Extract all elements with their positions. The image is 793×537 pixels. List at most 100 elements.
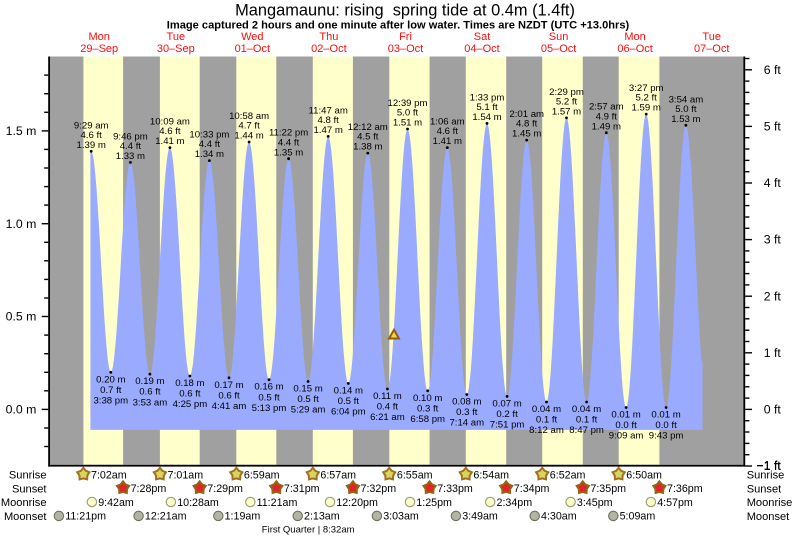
svg-text:1.51 m: 1.51 m bbox=[393, 118, 422, 129]
svg-text:4.8 ft: 4.8 ft bbox=[318, 115, 340, 126]
svg-text:Tue: Tue bbox=[167, 31, 186, 43]
svg-text:0.0 ft: 0.0 ft bbox=[615, 420, 637, 431]
svg-text:Moonrise: Moonrise bbox=[747, 497, 793, 509]
svg-text:2 ft: 2 ft bbox=[764, 289, 782, 303]
svg-text:1.41 m: 1.41 m bbox=[433, 136, 462, 147]
svg-text:0 ft: 0 ft bbox=[764, 403, 782, 417]
svg-text:7:33pm: 7:33pm bbox=[437, 483, 473, 495]
svg-text:−1 ft: −1 ft bbox=[756, 459, 781, 473]
svg-text:1.35 m: 1.35 m bbox=[274, 147, 303, 158]
svg-text:6:57am: 6:57am bbox=[320, 470, 356, 482]
svg-text:4.5 ft: 4.5 ft bbox=[357, 132, 379, 143]
svg-text:0.08 m: 0.08 m bbox=[452, 397, 481, 408]
svg-text:2:01 am: 2:01 am bbox=[509, 109, 544, 120]
svg-text:0.1 ft: 0.1 ft bbox=[536, 415, 558, 426]
svg-text:7:29pm: 7:29pm bbox=[207, 483, 243, 495]
svg-text:7:14 am: 7:14 am bbox=[449, 418, 484, 429]
svg-text:0.5 ft: 0.5 ft bbox=[297, 394, 319, 405]
svg-text:0.01 m: 0.01 m bbox=[611, 410, 640, 421]
svg-text:6:58 pm: 6:58 pm bbox=[410, 414, 445, 425]
svg-text:7:28pm: 7:28pm bbox=[131, 483, 167, 495]
svg-text:0.16 m: 0.16 m bbox=[254, 382, 283, 393]
svg-text:11:21am: 11:21am bbox=[257, 497, 298, 509]
svg-text:5:13 pm: 5:13 pm bbox=[252, 403, 287, 414]
svg-text:6:59am: 6:59am bbox=[244, 470, 280, 482]
svg-text:Moonrise: Moonrise bbox=[1, 497, 47, 509]
svg-text:4.7 ft: 4.7 ft bbox=[238, 121, 260, 132]
svg-text:0.18 m: 0.18 m bbox=[175, 378, 204, 389]
svg-text:6:52am: 6:52am bbox=[550, 470, 586, 482]
svg-text:4:30am: 4:30am bbox=[541, 511, 577, 523]
svg-text:0.0 m: 0.0 m bbox=[6, 403, 37, 417]
svg-text:05–Oct: 05–Oct bbox=[541, 43, 576, 55]
svg-text:29–Sep: 29–Sep bbox=[80, 43, 118, 55]
svg-text:07–Oct: 07–Oct bbox=[694, 43, 729, 55]
svg-text:0.07 m: 0.07 m bbox=[492, 398, 521, 409]
svg-text:1:06 am: 1:06 am bbox=[430, 117, 465, 128]
svg-text:4:25 pm: 4:25 pm bbox=[173, 399, 208, 410]
svg-text:Sunset: Sunset bbox=[747, 483, 782, 495]
svg-text:0.5 ft: 0.5 ft bbox=[258, 392, 280, 403]
svg-text:5.2 ft: 5.2 ft bbox=[636, 93, 658, 104]
svg-text:Mon: Mon bbox=[624, 31, 645, 43]
svg-text:4 ft: 4 ft bbox=[764, 176, 782, 190]
svg-text:12:21am: 12:21am bbox=[145, 511, 187, 523]
svg-text:1.34 m: 1.34 m bbox=[195, 149, 224, 160]
svg-text:Sunrise: Sunrise bbox=[747, 470, 785, 482]
svg-text:01–Oct: 01–Oct bbox=[235, 43, 270, 55]
svg-text:7:31pm: 7:31pm bbox=[284, 483, 320, 495]
svg-text:10:33 pm: 10:33 pm bbox=[189, 130, 229, 141]
svg-text:Moonset: Moonset bbox=[747, 511, 790, 523]
svg-text:0.6 ft: 0.6 ft bbox=[218, 390, 240, 401]
svg-text:7:51 pm: 7:51 pm bbox=[490, 420, 525, 431]
svg-text:0.2 ft: 0.2 ft bbox=[496, 409, 518, 420]
svg-text:9:46 pm: 9:46 pm bbox=[113, 131, 148, 142]
svg-text:4.4 ft: 4.4 ft bbox=[278, 137, 300, 148]
svg-text:0.14 m: 0.14 m bbox=[334, 385, 363, 396]
svg-text:0.17 m: 0.17 m bbox=[214, 380, 243, 391]
svg-text:8:47 pm: 8:47 pm bbox=[569, 425, 604, 436]
svg-text:0.3 ft: 0.3 ft bbox=[417, 403, 439, 414]
svg-text:−1 ft: −1 ft bbox=[757, 459, 782, 473]
svg-text:5:09am: 5:09am bbox=[620, 511, 656, 523]
svg-text:0.10 m: 0.10 m bbox=[413, 393, 442, 404]
svg-text:5:29 am: 5:29 am bbox=[291, 405, 326, 416]
svg-text:1.39 m: 1.39 m bbox=[77, 140, 106, 151]
svg-text:0.6 ft: 0.6 ft bbox=[139, 387, 161, 398]
svg-text:9:09 am: 9:09 am bbox=[609, 431, 644, 442]
svg-text:4.4 ft: 4.4 ft bbox=[120, 141, 142, 152]
svg-text:3 ft: 3 ft bbox=[764, 233, 782, 247]
svg-text:1.38 m: 1.38 m bbox=[353, 142, 382, 153]
svg-text:1:33 pm: 1:33 pm bbox=[470, 92, 505, 103]
svg-text:11:21pm: 11:21pm bbox=[65, 511, 106, 523]
svg-text:1.5 m: 1.5 m bbox=[6, 124, 37, 138]
svg-text:7:36pm: 7:36pm bbox=[667, 483, 703, 495]
svg-text:0.3 ft: 0.3 ft bbox=[456, 407, 478, 418]
svg-text:11:47 am: 11:47 am bbox=[309, 105, 348, 116]
svg-text:3:49am: 3:49am bbox=[462, 511, 498, 523]
svg-text:12:20pm: 12:20pm bbox=[336, 497, 378, 509]
svg-text:0.15 m: 0.15 m bbox=[293, 384, 322, 395]
svg-text:0.7 ft: 0.7 ft bbox=[100, 385, 122, 396]
svg-text:1.53 m: 1.53 m bbox=[671, 114, 700, 125]
svg-text:0.0 ft: 0.0 ft bbox=[655, 420, 677, 431]
svg-text:0.5 ft: 0.5 ft bbox=[338, 396, 360, 407]
svg-text:3:27 pm: 3:27 pm bbox=[629, 83, 664, 94]
svg-text:Sun: Sun bbox=[549, 31, 569, 43]
svg-text:9:42am: 9:42am bbox=[98, 497, 134, 509]
svg-text:5.0 ft: 5.0 ft bbox=[675, 104, 697, 115]
svg-text:1.33 m: 1.33 m bbox=[116, 151, 145, 162]
svg-text:1.44 m: 1.44 m bbox=[234, 131, 263, 142]
svg-text:Image captured 2 hours and one: Image captured 2 hours and one minute af… bbox=[167, 20, 630, 32]
svg-text:3:54 am: 3:54 am bbox=[669, 94, 704, 105]
svg-text:0.11 m: 0.11 m bbox=[373, 391, 402, 402]
svg-text:5.1 ft: 5.1 ft bbox=[476, 102, 498, 113]
svg-text:0.5 m: 0.5 m bbox=[6, 310, 37, 324]
svg-text:1.54 m: 1.54 m bbox=[472, 112, 501, 123]
svg-text:1.41 m: 1.41 m bbox=[155, 136, 184, 147]
svg-text:First Quarter | 8:32am: First Quarter | 8:32am bbox=[262, 525, 355, 536]
svg-text:Sat: Sat bbox=[474, 31, 491, 43]
svg-text:0.20 m: 0.20 m bbox=[96, 374, 125, 385]
svg-text:0.1 ft: 0.1 ft bbox=[576, 415, 598, 426]
svg-text:1.57 m: 1.57 m bbox=[552, 107, 581, 118]
